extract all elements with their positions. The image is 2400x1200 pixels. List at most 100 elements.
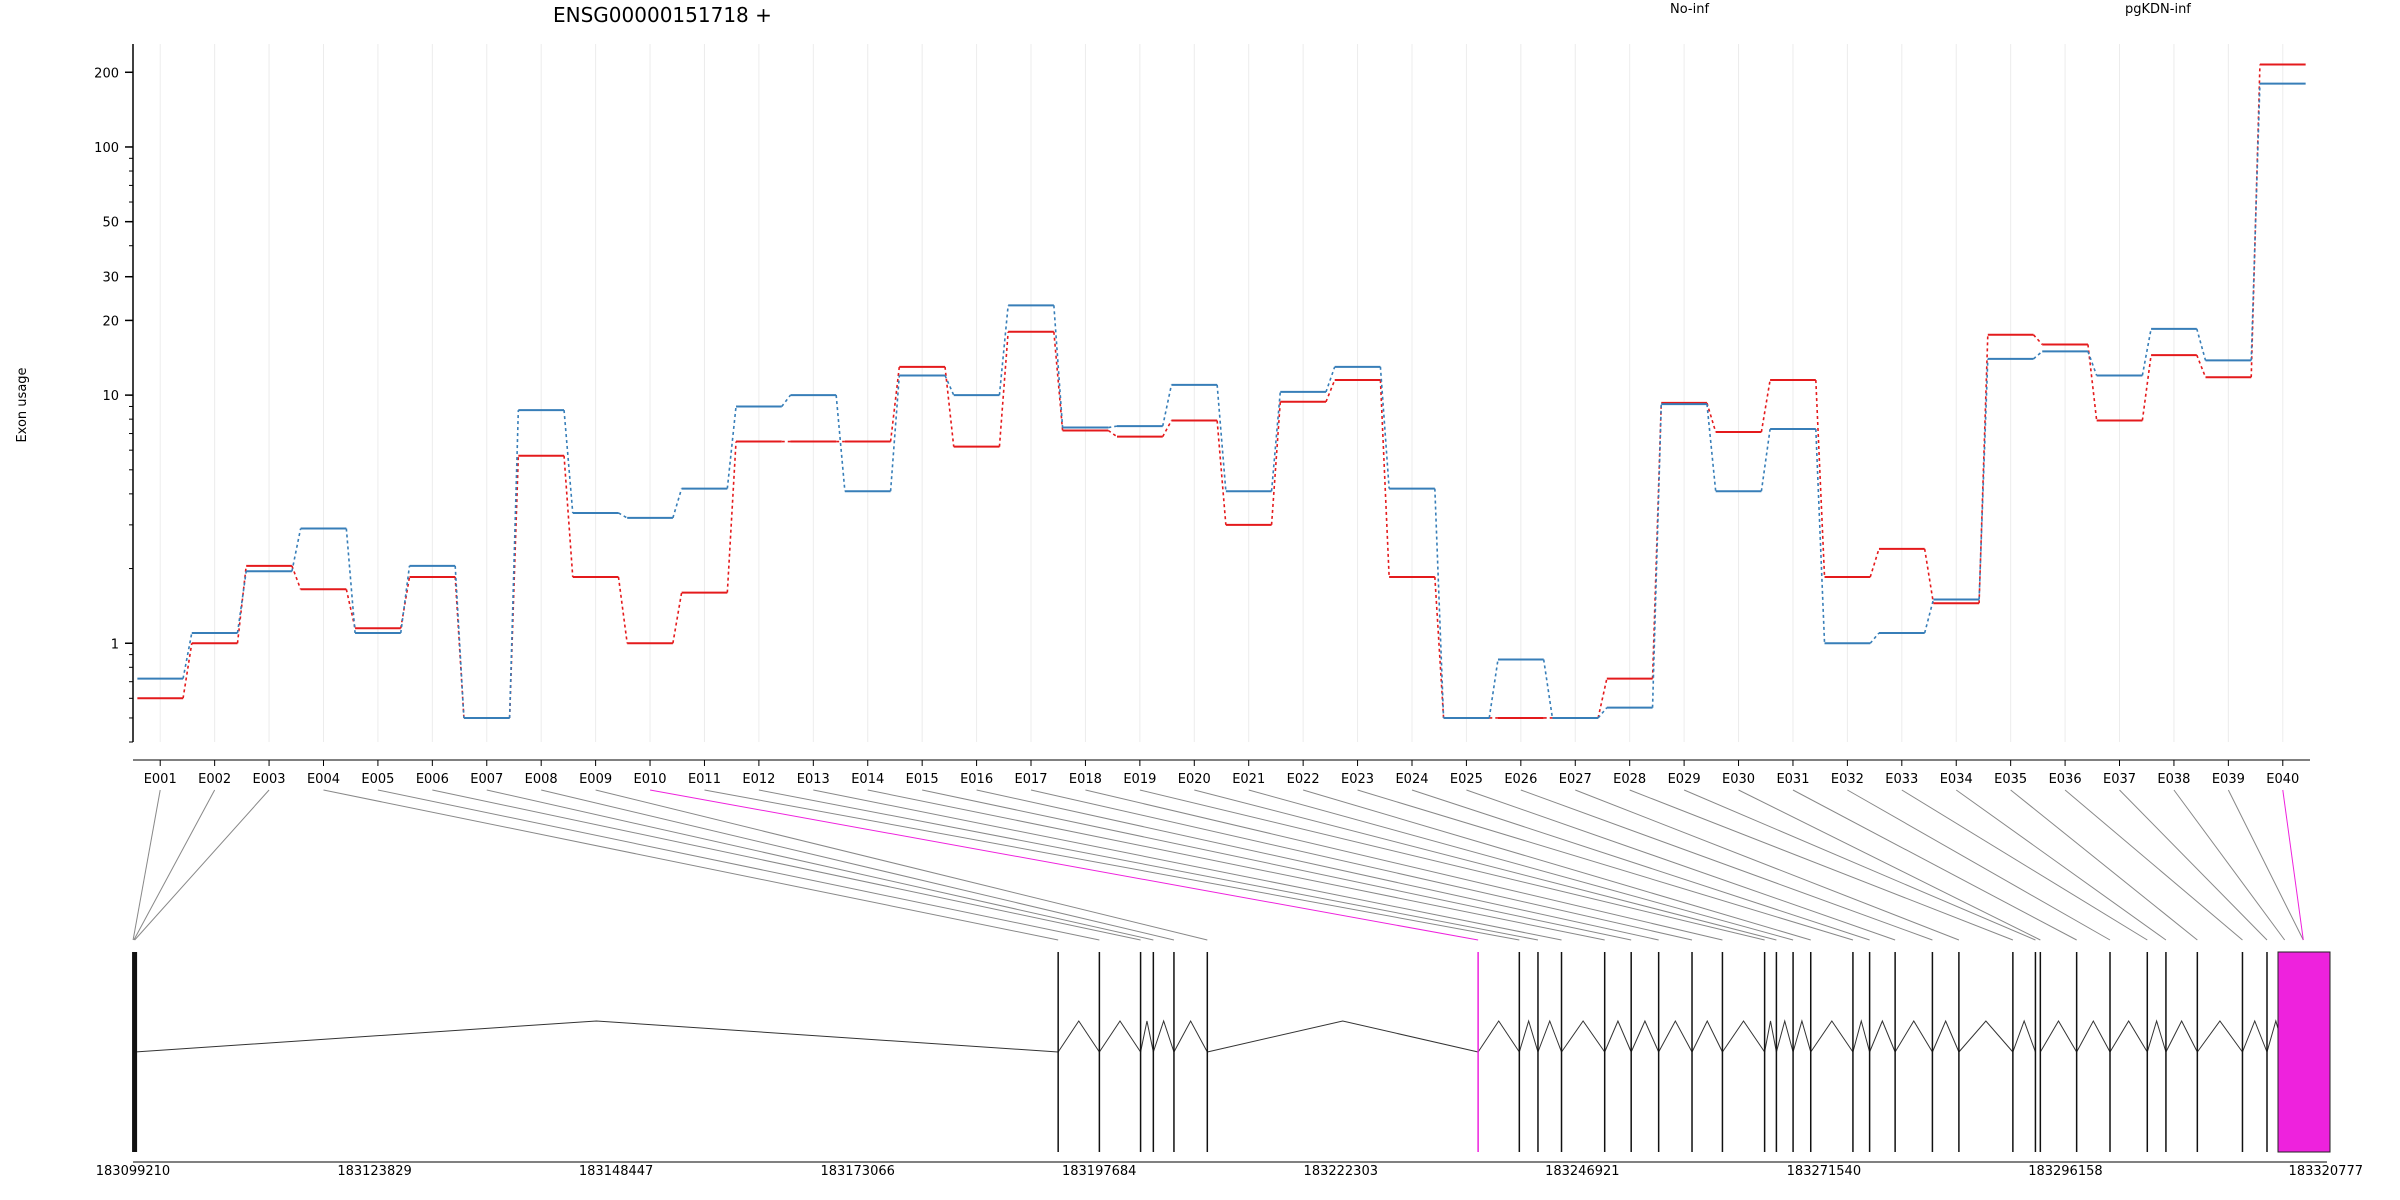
- exon-connector: [508, 455, 520, 718]
- exon-connector: [1815, 380, 1826, 577]
- exon-connector: [726, 441, 737, 593]
- exon-connector-line: [133, 789, 216, 941]
- exon-connector-line: [1792, 789, 2077, 941]
- exon-connector-line: [134, 789, 270, 941]
- exon-connector-line: [1575, 789, 1960, 941]
- exon-connector: [563, 410, 574, 514]
- exon-connector: [1216, 420, 1227, 525]
- exon-connector: [1162, 420, 1173, 438]
- exon-connector: [2196, 328, 2207, 361]
- exon-connector-line: [2173, 789, 2286, 941]
- exon-label-e021: E021: [1232, 772, 1265, 787]
- exon-connector-line: [486, 789, 1154, 941]
- intron-arc: [1852, 1019, 1871, 1053]
- exon-connector-line: [1629, 789, 2014, 941]
- exon-connector: [2032, 334, 2043, 345]
- exon-label-e040: E040: [2266, 772, 2299, 787]
- exon-connector: [1706, 404, 1717, 492]
- genomic-coordinate-label: 183296158: [2028, 1164, 2102, 1179]
- y-tick-label: 10: [102, 389, 119, 404]
- exon-connector-line: [2119, 789, 2268, 941]
- intron-arc: [2076, 1019, 2111, 1053]
- exon-connector: [1542, 659, 1554, 719]
- exon-label-e031: E031: [1776, 772, 1809, 787]
- y-tick-label: 30: [102, 271, 119, 286]
- exon-label-e020: E020: [1178, 772, 1211, 787]
- exon-connector-line: [1847, 789, 2111, 941]
- intron-arc: [1764, 1020, 1777, 1053]
- series-pgkdn-inf: [137, 82, 2306, 719]
- exon-connector: [1760, 379, 1771, 433]
- intron-arc: [1658, 1019, 1693, 1053]
- exon-connector: [2087, 351, 2098, 376]
- intron-arc: [1630, 1019, 1660, 1053]
- exon-connector: [1325, 366, 1336, 393]
- exon-connector: [1270, 401, 1282, 525]
- exon-connector: [1107, 429, 1118, 438]
- exon-connector-line: [2227, 789, 2304, 941]
- exon-connector-line: [132, 789, 161, 941]
- exon-connector: [345, 528, 356, 634]
- intron-arc: [1207, 1020, 1479, 1053]
- exon-connector: [781, 394, 792, 407]
- exon-connector-line: [1139, 789, 1765, 941]
- exon-connector: [1923, 548, 1935, 604]
- exon-connector: [291, 565, 302, 590]
- exon-label-e010: E010: [634, 772, 667, 787]
- intron-arc: [2012, 1019, 2036, 1053]
- exon-connector: [1325, 379, 1336, 403]
- exon-connector-line: [1738, 789, 2041, 941]
- genomic-coordinate-label: 183197684: [1062, 1164, 1136, 1179]
- exon-connector: [1270, 391, 1282, 492]
- exon-label-e027: E027: [1559, 772, 1592, 787]
- exon-connector: [508, 410, 520, 718]
- exon-connector-line: [1955, 789, 2167, 941]
- intron-arc: [1792, 1019, 1812, 1053]
- y-tick-label: 50: [102, 216, 119, 231]
- intron-arc: [2242, 1019, 2268, 1053]
- intron-arc: [2146, 1019, 2167, 1053]
- intron-arc: [1775, 1019, 1794, 1053]
- vertical-gridlines: [159, 44, 2284, 742]
- exon-label-e037: E037: [2103, 772, 2136, 787]
- exon-label-e006: E006: [416, 772, 449, 787]
- exon-connector: [2196, 354, 2207, 378]
- legend-pgkdn-inf: pgKDN-inf: [2125, 2, 2191, 17]
- genomic-coordinate-label: 183123829: [337, 1164, 411, 1179]
- intron-arc: [1931, 1019, 1960, 1053]
- intron-arc: [1894, 1020, 1933, 1053]
- exon-connector: [835, 395, 846, 492]
- exon-labels: E001 E002 E003 E004 E005 E006 E007 E008 E009 E010…: [133, 759, 2310, 787]
- intron-arc: [1173, 1019, 1208, 1053]
- exon-connector: [672, 488, 683, 519]
- intron-arc: [1722, 1020, 1766, 1053]
- exon-connector: [2141, 328, 2152, 376]
- exon-label-e023: E023: [1341, 772, 1374, 787]
- exon-connector: [236, 571, 247, 634]
- exon-connector-line: [377, 789, 1100, 941]
- exon-label-e036: E036: [2049, 772, 2082, 787]
- exon-label-e026: E026: [1504, 772, 1537, 787]
- exon-connector-line: [2064, 789, 2243, 941]
- intron-arc: [1518, 1019, 1539, 1053]
- exon-connector: [1978, 334, 1989, 604]
- y-axis-label: Exon usage: [15, 367, 30, 442]
- legend-no-inf: No-inf: [1670, 2, 1709, 17]
- genomic-coordinate-label: 183099210: [96, 1164, 170, 1179]
- intron-arc: [1098, 1020, 1142, 1053]
- y-axis: 1 10 20 30 50 100 200: [94, 44, 134, 743]
- exon-connector: [454, 565, 465, 718]
- exon-connectors: [132, 789, 2304, 941]
- exon-label-e002: E002: [198, 772, 231, 787]
- intron-arc: [2109, 1020, 2148, 1053]
- series-no-inf: [137, 63, 2306, 719]
- intron-arc: [1140, 1020, 1154, 1053]
- exon-label-e028: E028: [1613, 772, 1646, 787]
- exon-connector-line: [1030, 789, 1693, 941]
- exon-label-e013: E013: [797, 772, 830, 787]
- first-exon-block: [132, 952, 138, 1152]
- exon-connector-line: [1085, 789, 1723, 941]
- intron-arc: [1561, 1020, 1606, 1053]
- intron-arc: [1604, 1019, 1632, 1053]
- exon-connector: [1379, 380, 1390, 577]
